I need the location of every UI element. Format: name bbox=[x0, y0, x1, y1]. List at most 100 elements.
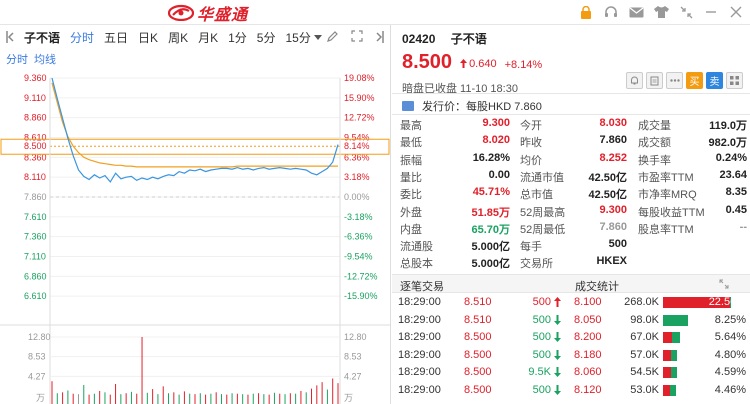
stat-label: 振幅 bbox=[400, 154, 422, 167]
stat-value: 119.0万 bbox=[709, 120, 747, 132]
stat-percent: 8.25% bbox=[714, 313, 746, 326]
trade-time: 18:29:00 bbox=[398, 296, 441, 308]
section-header: 逐笔交易 成交统计 bbox=[392, 274, 750, 293]
trade-price: 8.500 bbox=[464, 383, 492, 396]
stock-header: 02420 子不语 bbox=[402, 30, 499, 47]
price-line bbox=[51, 77, 339, 183]
arrow-down-icon bbox=[554, 332, 561, 342]
stat-price: 8.050 bbox=[574, 313, 602, 326]
tab-monthly-k[interactable]: 月K bbox=[198, 30, 219, 45]
y-tick-left: 7.360 bbox=[24, 232, 47, 242]
headset-icon[interactable] bbox=[603, 4, 619, 20]
tab-weekly-k[interactable]: 周K bbox=[168, 30, 189, 45]
stat-label: 外盘 bbox=[400, 206, 422, 219]
logo-icon bbox=[168, 4, 194, 21]
arrow-down-icon bbox=[554, 384, 561, 395]
y-tick-left: 9.110 bbox=[24, 93, 46, 103]
collapse-panel-icon[interactable] bbox=[0, 30, 20, 44]
stat-row: 量比 0.00 流通市值 42.50亿 市盈率TTM 23.64 bbox=[392, 167, 750, 184]
volume-tick-right: 4.27 bbox=[344, 371, 362, 381]
trade-time: 18:29:00 bbox=[398, 348, 441, 361]
minimize-icon[interactable] bbox=[703, 4, 719, 20]
collapse-panel-right-icon[interactable] bbox=[375, 30, 385, 47]
y-tick-left: 6.860 bbox=[24, 271, 47, 281]
trade-price: 8.510 bbox=[464, 296, 492, 308]
y-tick-right: -12.72% bbox=[344, 271, 378, 281]
y-tick-left: 8.610 bbox=[24, 133, 47, 143]
stat-label: 最低 bbox=[400, 137, 422, 150]
draw-pencil-icon[interactable] bbox=[326, 30, 339, 47]
tab-1min[interactable]: 1分 bbox=[228, 30, 247, 45]
tab-5min[interactable]: 5分 bbox=[256, 30, 276, 45]
stat-value: 9.300 bbox=[599, 203, 627, 216]
volume-tick-left: 8.53 bbox=[28, 352, 46, 362]
subtab-intraday[interactable]: 分时 bbox=[6, 54, 28, 66]
y-tick-left: 8.860 bbox=[24, 113, 47, 123]
stat-label: 流通股 bbox=[400, 241, 433, 254]
expand-icon[interactable] bbox=[351, 30, 363, 47]
more-icon[interactable] bbox=[666, 72, 683, 89]
tab-daily-k[interactable]: 日K bbox=[138, 30, 159, 45]
stat-volume: 54.5K bbox=[630, 366, 659, 378]
volume-unit-left: 万 bbox=[36, 394, 45, 404]
tab-five-day[interactable]: 五日 bbox=[104, 30, 129, 45]
lock-icon[interactable] bbox=[578, 4, 594, 20]
interval-select[interactable]: 15分 bbox=[285, 29, 322, 46]
sell-volume-bar bbox=[670, 384, 677, 396]
close-icon[interactable] bbox=[728, 4, 744, 20]
chart-panel: 子不语 分时 五日 日K 周K 月K 1分 5分 15分 分时 均线 9.360… bbox=[0, 25, 391, 404]
arrow-up-icon bbox=[554, 297, 561, 307]
stat-value: 8.020 bbox=[482, 134, 510, 147]
grid-menu-icon[interactable] bbox=[726, 72, 743, 89]
stat-label: 换手率 bbox=[638, 154, 671, 167]
stat-value: 42.50亿 bbox=[588, 171, 627, 184]
avg-price-line bbox=[51, 82, 338, 168]
stat-value: -- bbox=[739, 220, 747, 233]
trade-row: 18:29:00 8.500 500 bbox=[392, 347, 567, 364]
y-tick-left: 8.110 bbox=[24, 172, 46, 182]
trade-price: 8.500 bbox=[464, 331, 492, 343]
notes-icon[interactable] bbox=[646, 72, 663, 89]
buy-button[interactable]: 买 bbox=[686, 72, 703, 89]
stat-value: 5.000亿 bbox=[471, 258, 510, 271]
trade-row: 18:29:00 8.500 500 bbox=[392, 329, 567, 346]
stat-price: 8.100 bbox=[574, 296, 602, 308]
trade-row: 18:29:00 8.500 9.5K bbox=[392, 364, 567, 381]
shrink-icon[interactable] bbox=[678, 4, 694, 20]
stat-percent: 4.59% bbox=[714, 366, 746, 378]
stat-row: 最高 9.300 今开 8.030 成交量 119.0万 bbox=[392, 115, 750, 132]
stock-code: 02420 bbox=[402, 32, 436, 46]
sell-button[interactable]: 卖 bbox=[706, 72, 723, 89]
volume-stats-section-title[interactable]: 成交统计 bbox=[575, 281, 619, 293]
stat-label: 均价 bbox=[520, 154, 542, 167]
chart-subtabs: 分时 均线 bbox=[0, 51, 391, 66]
stat-percent: 22.56% bbox=[708, 296, 746, 308]
stat-label: 成交额 bbox=[638, 137, 671, 150]
expand-stats-icon[interactable] bbox=[719, 279, 729, 292]
arrow-down-icon bbox=[554, 367, 561, 377]
stat-volume: 98.0K bbox=[630, 313, 659, 326]
y-tick-right: 9.54% bbox=[344, 133, 370, 143]
stat-value: 16.28% bbox=[472, 151, 510, 164]
alert-icon[interactable] bbox=[626, 72, 643, 89]
y-tick-left: 7.860 bbox=[24, 192, 47, 202]
trade-time: 18:29:00 bbox=[398, 366, 441, 378]
intraday-chart[interactable]: 9.360 19.08% 9.110 15.90% 8.860 12.72% 8.610 9.… bbox=[0, 25, 391, 404]
tab-intraday[interactable]: 分时 bbox=[70, 30, 95, 45]
stat-label: 昨收 bbox=[520, 137, 542, 150]
mail-icon[interactable] bbox=[628, 4, 644, 20]
y-tick-left: 7.610 bbox=[24, 212, 47, 222]
y-tick-right: -9.54% bbox=[344, 252, 373, 262]
stat-label: 流通市值 bbox=[520, 171, 564, 184]
arrow-up-icon bbox=[460, 59, 468, 68]
stat-percent: 4.80% bbox=[714, 348, 746, 361]
subtab-moving-average[interactable]: 均线 bbox=[34, 54, 56, 66]
stat-value: 65.70万 bbox=[471, 223, 510, 236]
trades-section-title[interactable]: 逐笔交易 bbox=[400, 281, 444, 293]
y-tick-left: 6.610 bbox=[24, 291, 47, 301]
shirt-icon[interactable] bbox=[653, 4, 669, 20]
stat-value: 45.71% bbox=[472, 186, 510, 199]
interval-select-value: 15分 bbox=[285, 30, 311, 45]
stat-label: 每股收益TTM bbox=[638, 206, 705, 219]
trade-time: 18:29:00 bbox=[398, 313, 441, 326]
